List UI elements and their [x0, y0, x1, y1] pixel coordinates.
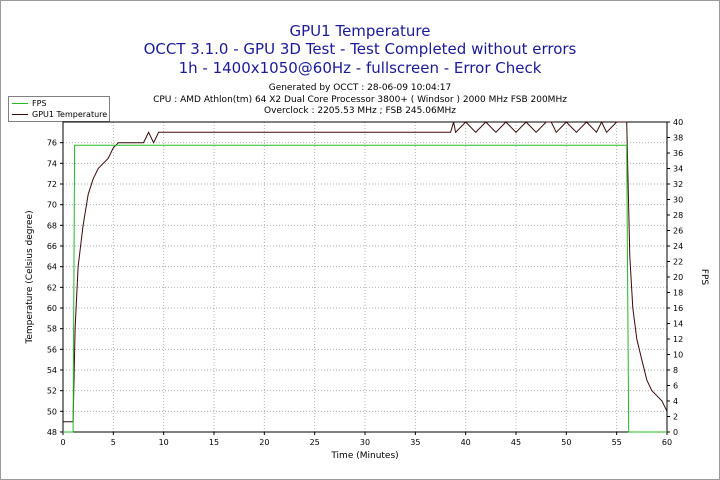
y2-tick-label: 16 — [673, 304, 683, 313]
y2-tick-label: 40 — [673, 118, 683, 127]
y2-tick-label: 12 — [673, 335, 683, 344]
y2-tick-label: 8 — [673, 366, 678, 375]
y-tick-label: 60 — [47, 304, 57, 313]
chart-subtitle-test: OCCT 3.1.0 - GPU 3D Test - Test Complete… — [143, 40, 577, 58]
y2-tick-label: 2 — [673, 413, 678, 422]
y-tick-label: 68 — [47, 221, 57, 230]
y2-tick-label: 10 — [673, 351, 683, 360]
x-tick-label: 0 — [60, 438, 65, 447]
legend-label-fps: FPS — [32, 99, 47, 108]
y-tick-label: 66 — [47, 242, 57, 251]
y2-tick-label: 28 — [673, 211, 683, 220]
y2-tick-label: 22 — [673, 258, 683, 267]
y-tick-label: 50 — [47, 407, 57, 416]
y-tick-label: 76 — [47, 139, 57, 148]
x-tick-label: 60 — [662, 438, 672, 447]
x-tick-label: 10 — [159, 438, 169, 447]
y2-axis-label: FPS — [699, 269, 709, 286]
y2-tick-label: 20 — [673, 273, 683, 282]
x-tick-label: 40 — [461, 438, 471, 447]
y-axis-label: Temperature (Celsius degree) — [25, 210, 35, 344]
x-tick-label: 45 — [511, 438, 521, 447]
y-tick-label: 54 — [47, 366, 57, 375]
x-tick-label: 55 — [612, 438, 622, 447]
y-tick-label: 74 — [47, 159, 57, 168]
y-tick-label: 64 — [47, 263, 57, 272]
x-axis-label: Time (Minutes) — [330, 451, 398, 461]
series-line-temperature — [63, 120, 668, 423]
x-tick-label: 35 — [410, 438, 420, 447]
y2-tick-label: 30 — [673, 196, 683, 205]
x-tick-label: 20 — [259, 438, 269, 447]
y-tick-label: 52 — [47, 387, 57, 396]
y2-tick-label: 26 — [673, 227, 683, 236]
y-tick-label: 48 — [47, 428, 57, 437]
y-tick-label: 56 — [47, 345, 57, 354]
y2-tick-label: 14 — [673, 320, 683, 329]
y2-tick-label: 18 — [673, 289, 683, 298]
legend-swatch-fps — [12, 103, 28, 104]
chart-title: GPU1 Temperature — [289, 22, 431, 40]
y2-tick-label: 24 — [673, 242, 683, 251]
chart-subtitle-mode: 1h - 1400x1050@60Hz - fullscreen - Error… — [178, 59, 542, 77]
y2-tick-label: 32 — [673, 180, 683, 189]
cpu-info: CPU : AMD Athlon(tm) 64 X2 Dual Core Pro… — [153, 95, 567, 105]
legend: FPS GPU1 Temperature — [8, 96, 110, 122]
x-tick-label: 5 — [111, 438, 116, 447]
y2-tick-label: 34 — [673, 165, 683, 174]
series-line-fps — [63, 144, 667, 433]
plot-border — [62, 121, 668, 433]
overclock-info: Overclock : 2205.53 MHz ; FSB 245.06MHz — [264, 106, 456, 116]
x-tick-label: 25 — [310, 438, 320, 447]
y-tick-label: 70 — [47, 201, 57, 210]
x-tick-label: 30 — [360, 438, 370, 447]
y2-tick-label: 36 — [673, 149, 683, 158]
x-tick-label: 15 — [209, 438, 219, 447]
y2-tick-label: 6 — [673, 382, 678, 391]
y-tick-label: 62 — [47, 283, 57, 292]
legend-swatch-temperature — [12, 114, 28, 115]
y-tick-label: 72 — [47, 180, 57, 189]
y2-tick-label: 4 — [673, 397, 678, 406]
generated-info: Generated by OCCT : 28-06-09 10:04:17 — [268, 83, 452, 93]
plot-area — [63, 122, 667, 432]
y2-tick-label: 38 — [673, 134, 683, 143]
y2-tick-label: 0 — [673, 428, 678, 437]
x-tick-label: 50 — [561, 438, 571, 447]
legend-label-temperature: GPU1 Temperature — [32, 110, 108, 119]
y-tick-label: 58 — [47, 325, 57, 334]
